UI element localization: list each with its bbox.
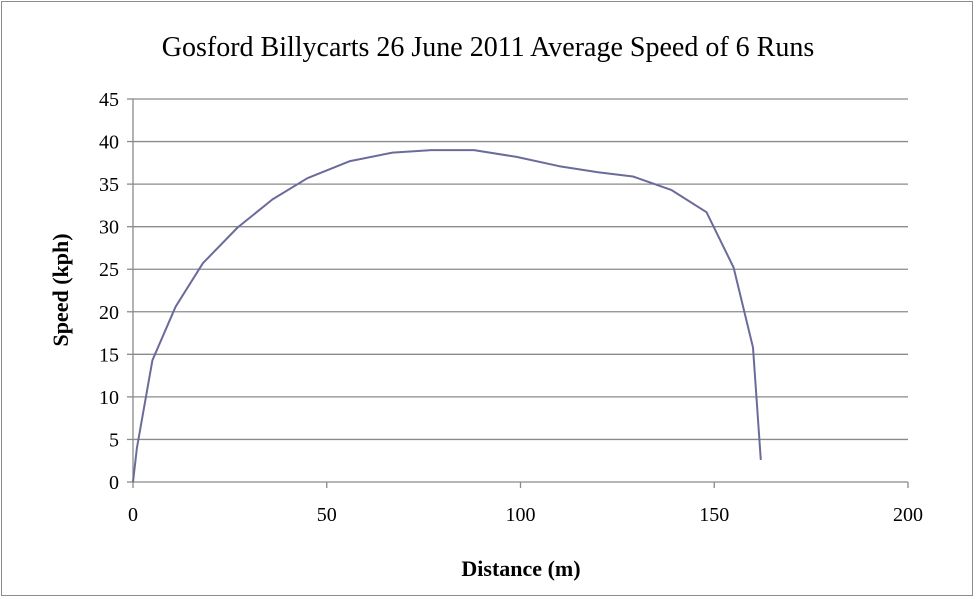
x-tick-label-0: 0 (128, 504, 138, 526)
y-tick-label-5: 5 (109, 429, 119, 451)
y-tick-label-25: 25 (99, 259, 119, 281)
tick-labels: 0 5 10 15 20 25 30 35 40 45 0 50 100 150 200 (99, 89, 923, 526)
x-axis-label: Distance (m) (461, 556, 580, 581)
series-group (132, 149, 762, 483)
y-tick-label-0: 0 (109, 472, 119, 494)
y-tick-label-15: 15 (99, 344, 119, 366)
gridlines (133, 98, 908, 441)
y-tick-label-10: 10 (99, 387, 119, 409)
chart-title: Gosford Billycarts 26 June 2011 Average … (162, 32, 814, 63)
y-tick-label-45: 45 (99, 89, 119, 111)
axes (127, 98, 909, 488)
x-tick-label-150: 150 (699, 504, 729, 526)
y-tick-label-30: 30 (99, 217, 119, 239)
x-tick-label-200: 200 (893, 504, 923, 526)
y-tick-label-20: 20 (99, 302, 119, 324)
y-axis-label: Speed (kph) (48, 233, 73, 346)
x-tick-label-50: 50 (317, 504, 337, 526)
series-line-0 (132, 149, 762, 483)
y-tick-label-40: 40 (99, 132, 119, 154)
y-tick-label-35: 35 (99, 174, 119, 196)
x-tick-label-100: 100 (506, 504, 536, 526)
